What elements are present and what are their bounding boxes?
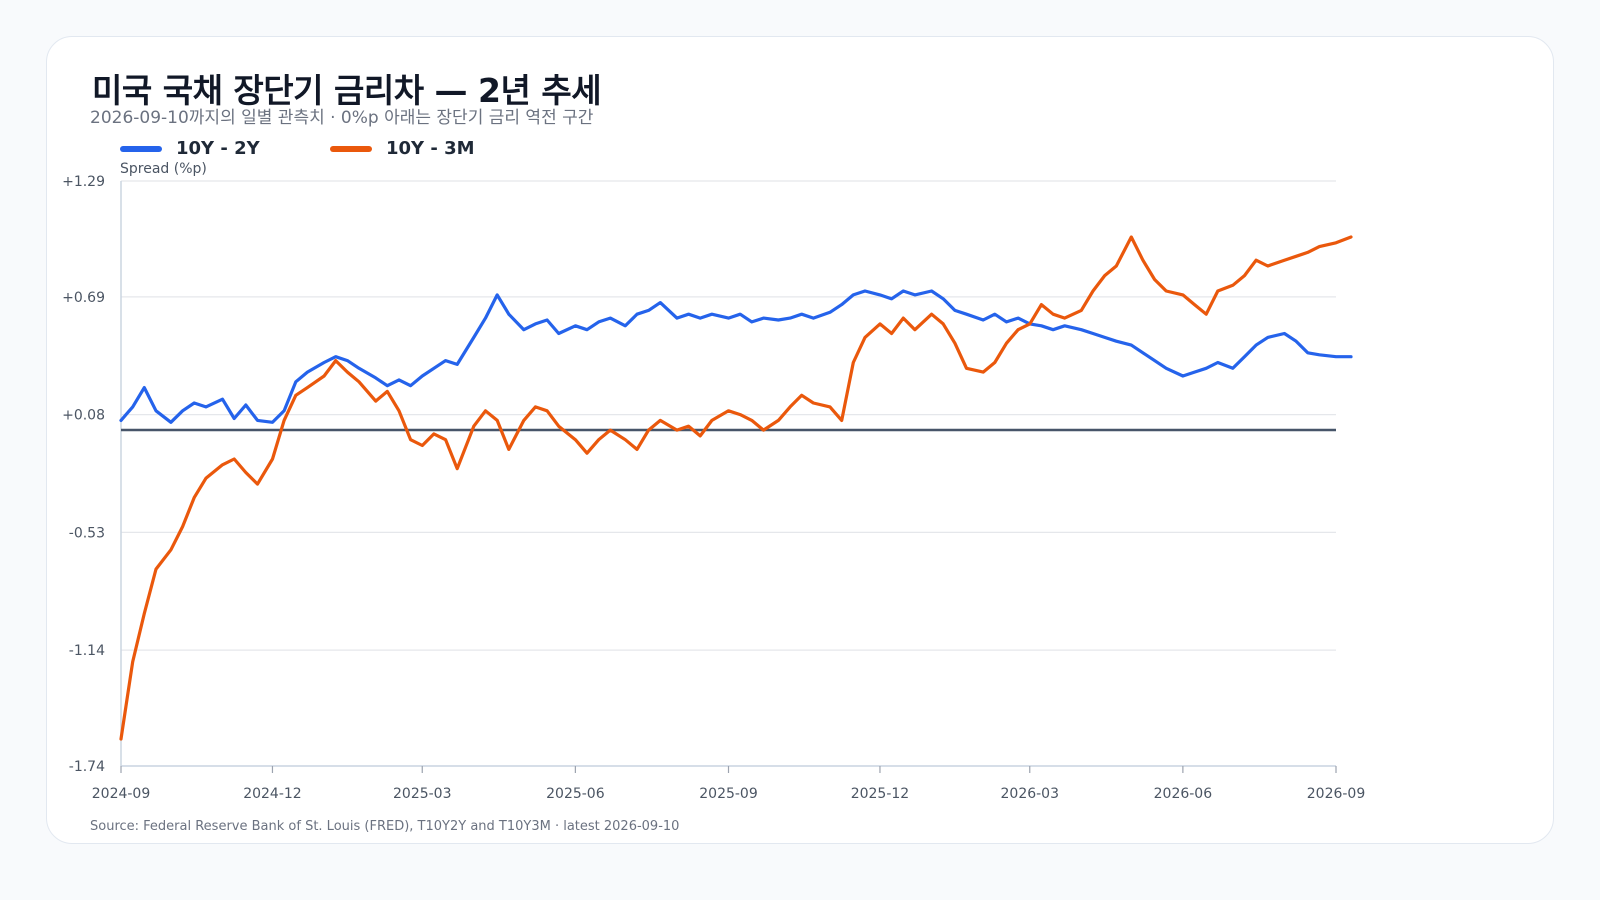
- chart-card: [46, 36, 1554, 844]
- legend-label-10y-2y: 10Y - 2Y: [176, 138, 260, 159]
- chart-title: 미국 국채 장단기 금리차 — 2년 추세: [92, 71, 602, 110]
- legend-item-10y-2y[interactable]: 10Y - 2Y: [120, 138, 260, 159]
- source-note: Source: Federal Reserve Bank of St. Loui…: [90, 819, 680, 834]
- series-line-10y-3m: [119, 235, 1353, 741]
- x-tick-label: 2026-03: [1001, 786, 1060, 802]
- x-tick-label: 2026-06: [1154, 786, 1213, 802]
- x-tick-label: 2025-09: [699, 786, 758, 802]
- y-tick-label: -0.53: [69, 525, 105, 541]
- x-tick-label: 2025-12: [851, 786, 910, 802]
- x-tick-label: 2026-09: [1307, 786, 1366, 802]
- legend-swatch-10y-2y: [120, 145, 162, 152]
- y-tick-label: +0.08: [62, 408, 105, 424]
- x-tick-label: 2024-09: [92, 786, 151, 802]
- series-line-10y-2y: [119, 289, 1353, 424]
- y-axis-label: Spread (%p): [120, 161, 207, 177]
- x-tick-label: 2025-06: [546, 786, 605, 802]
- legend-label-10y-3m: 10Y - 3M: [386, 138, 475, 159]
- y-tick-label: +0.69: [62, 290, 105, 306]
- y-tick-label: -1.74: [69, 759, 105, 775]
- x-tick-label: 2025-03: [393, 786, 452, 802]
- y-tick-label: -1.14: [69, 643, 105, 659]
- legend-swatch-10y-3m: [330, 145, 372, 152]
- legend-item-10y-3m[interactable]: 10Y - 3M: [330, 138, 475, 159]
- x-tick-label: 2024-12: [243, 786, 302, 802]
- chart-subtitle: 2026-09-10까지의 일별 관측치 · 0%p 아래는 장단기 금리 역전…: [90, 108, 594, 128]
- y-tick-label: +1.29: [62, 174, 105, 190]
